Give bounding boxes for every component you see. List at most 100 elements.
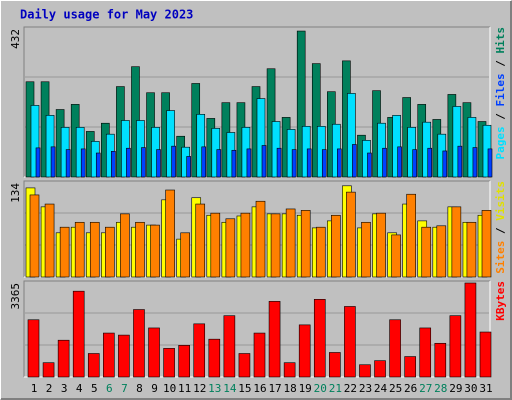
bar bbox=[57, 339, 70, 378]
bar bbox=[216, 149, 222, 178]
bar bbox=[240, 212, 251, 278]
x-tick-label: 7 bbox=[121, 382, 128, 395]
bar bbox=[27, 319, 40, 378]
legend: KBytes bbox=[494, 281, 507, 321]
x-tick-label: 2 bbox=[46, 382, 53, 395]
bar bbox=[150, 224, 160, 278]
bar bbox=[397, 146, 402, 178]
x-tick-label: 16 bbox=[253, 382, 266, 395]
bar bbox=[50, 146, 56, 178]
bar bbox=[298, 324, 311, 378]
bar bbox=[479, 331, 492, 378]
legend-separator: / bbox=[494, 221, 507, 241]
bar bbox=[347, 93, 356, 178]
bar bbox=[255, 200, 266, 278]
x-tick-label: 27 bbox=[419, 382, 432, 395]
x-tick-label: 11 bbox=[178, 382, 191, 395]
bar bbox=[344, 306, 356, 378]
bar bbox=[238, 353, 251, 378]
bar bbox=[392, 115, 401, 178]
x-tick-label: 30 bbox=[464, 382, 477, 395]
bar bbox=[464, 282, 477, 378]
x-tick-label: 5 bbox=[91, 382, 98, 395]
plot-border-dark bbox=[23, 180, 490, 277]
bar bbox=[466, 221, 477, 278]
bar bbox=[346, 191, 356, 278]
bar bbox=[29, 194, 40, 278]
bar bbox=[223, 315, 236, 378]
bar bbox=[329, 352, 341, 378]
bar bbox=[457, 145, 463, 178]
bar bbox=[374, 360, 386, 378]
bar bbox=[95, 152, 101, 178]
x-tick-label: 9 bbox=[151, 382, 158, 395]
bar bbox=[59, 226, 70, 278]
bar bbox=[166, 110, 175, 178]
bar bbox=[451, 206, 462, 278]
bar bbox=[352, 144, 357, 178]
y-tick-label: 134 bbox=[9, 183, 22, 203]
bar bbox=[133, 309, 145, 378]
bar bbox=[391, 234, 401, 278]
bar bbox=[256, 98, 266, 178]
bar bbox=[45, 115, 55, 178]
x-tick-label: 19 bbox=[299, 382, 312, 395]
bar bbox=[87, 353, 100, 378]
bar bbox=[321, 149, 327, 178]
legend: Sites / Visits bbox=[494, 181, 507, 274]
x-tick-label: 13 bbox=[208, 382, 221, 395]
legend-entry: Visits bbox=[494, 181, 507, 221]
bar bbox=[331, 214, 341, 278]
bar bbox=[481, 210, 492, 278]
bar bbox=[487, 148, 493, 178]
x-tick-label: 21 bbox=[329, 382, 342, 395]
bar bbox=[361, 221, 371, 278]
bar bbox=[382, 147, 387, 178]
bar bbox=[291, 149, 297, 178]
legend-separator: / bbox=[494, 54, 507, 74]
x-tick-label: 31 bbox=[479, 382, 492, 395]
legend-entry: Sites bbox=[494, 241, 507, 274]
bar bbox=[253, 332, 266, 378]
legend-entry: KBytes bbox=[494, 281, 507, 321]
bar bbox=[427, 147, 433, 178]
bar bbox=[452, 106, 462, 178]
bar bbox=[186, 156, 191, 178]
bar bbox=[337, 148, 342, 178]
x-tick-label: 3 bbox=[61, 382, 68, 395]
x-tick-label: 18 bbox=[284, 382, 297, 395]
bar bbox=[163, 348, 175, 378]
plot-border-dark bbox=[23, 26, 490, 177]
bar bbox=[261, 145, 267, 178]
bar bbox=[225, 218, 236, 278]
chart-title: Daily usage for May 2023 bbox=[20, 8, 193, 22]
x-tick-label: 10 bbox=[163, 382, 176, 395]
bar bbox=[118, 334, 130, 378]
bar bbox=[389, 319, 401, 378]
legend-separator: / bbox=[494, 107, 507, 127]
bar bbox=[285, 208, 296, 278]
plot-border-dark bbox=[23, 280, 490, 377]
x-tick-label: 1 bbox=[31, 382, 38, 395]
bar bbox=[171, 145, 176, 178]
x-tick-label: 25 bbox=[389, 382, 402, 395]
x-tick-label: 26 bbox=[404, 382, 417, 395]
x-tick-label: 22 bbox=[344, 382, 357, 395]
bar bbox=[406, 193, 416, 278]
bar bbox=[421, 226, 432, 278]
bar bbox=[72, 290, 85, 378]
bar bbox=[376, 212, 386, 278]
bar bbox=[103, 332, 115, 378]
bar bbox=[313, 299, 326, 378]
bar bbox=[231, 149, 237, 178]
x-tick-label: 8 bbox=[136, 382, 143, 395]
bar bbox=[404, 356, 416, 378]
bar bbox=[419, 327, 432, 378]
bar bbox=[311, 63, 321, 178]
bar bbox=[65, 149, 71, 178]
bar bbox=[156, 149, 161, 178]
bar bbox=[315, 226, 326, 278]
x-tick-label: 14 bbox=[223, 382, 237, 395]
y-tick-label: 432 bbox=[9, 29, 22, 49]
